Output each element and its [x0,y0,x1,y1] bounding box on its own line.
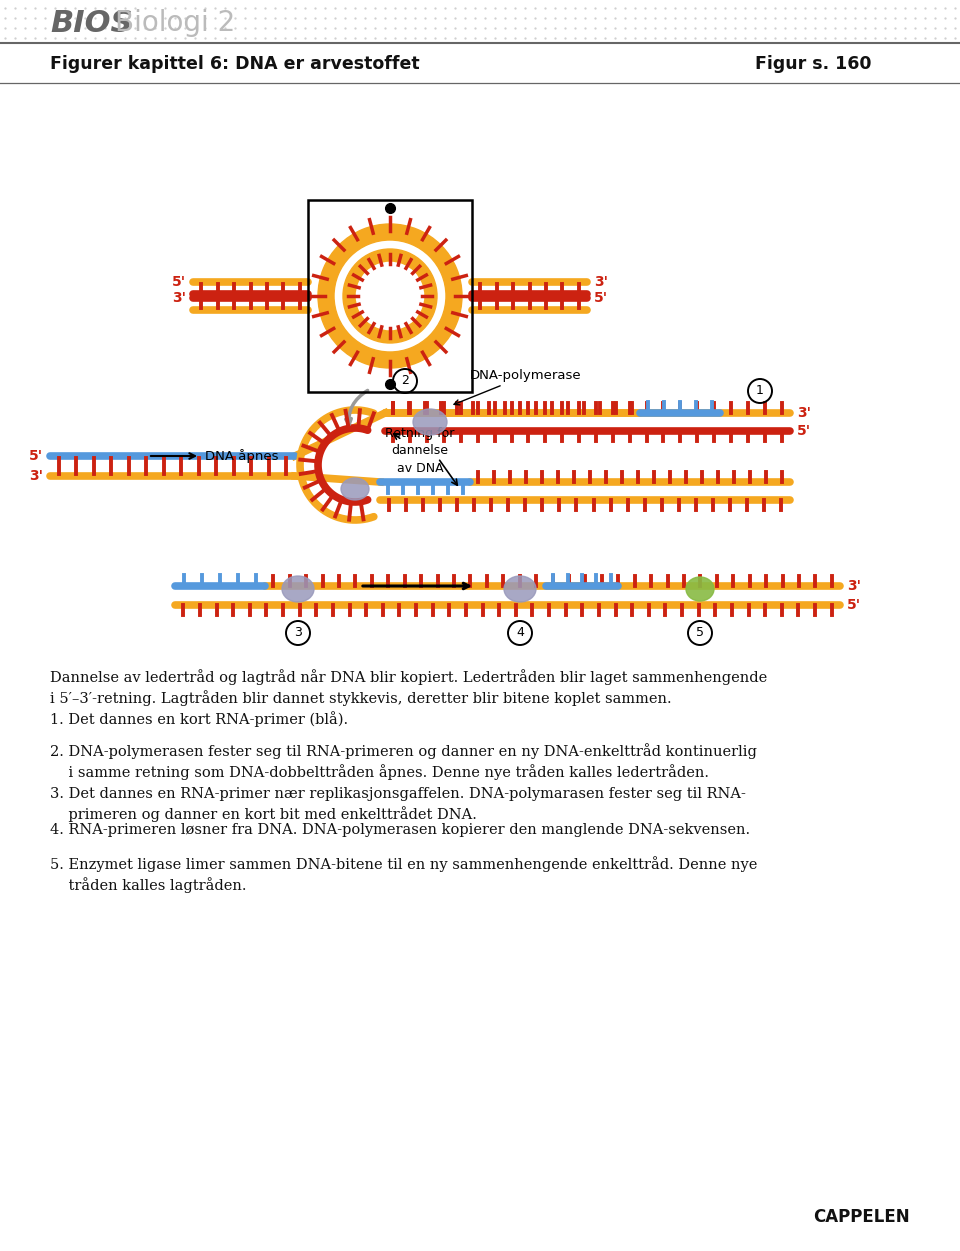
Text: 2: 2 [401,374,409,388]
Text: 3: 3 [294,627,302,639]
Ellipse shape [686,577,714,600]
Text: 2. DNA-polymerasen fester seg til RNA-primeren og danner en ny DNA-enkelttråd ko: 2. DNA-polymerasen fester seg til RNA-pr… [50,743,756,779]
Ellipse shape [504,575,536,602]
Text: 1: 1 [756,384,764,398]
Text: CAPPELEN: CAPPELEN [813,1208,910,1226]
Text: Dannelse av ledertråd og lagtråd når DNA blir kopiert. Ledertråden blir laget sa: Dannelse av ledertråd og lagtråd når DNA… [50,669,767,706]
Text: DNA åpnes: DNA åpnes [205,449,278,463]
Text: 4. RNA-primeren løsner fra DNA. DNA-polymerasen kopierer den manglende DNA-sekve: 4. RNA-primeren løsner fra DNA. DNA-poly… [50,823,750,837]
Ellipse shape [341,478,369,500]
Text: 3': 3' [172,291,186,305]
Text: 5': 5' [172,275,186,289]
Text: 3': 3' [847,579,861,593]
Text: 5': 5' [847,598,861,612]
Text: 3': 3' [594,275,608,289]
Ellipse shape [413,409,447,435]
Text: BIOS: BIOS [50,9,132,38]
Text: 5: 5 [696,627,704,639]
Text: Biologi 2: Biologi 2 [115,9,235,38]
Ellipse shape [282,575,314,602]
Text: Figur s. 160: Figur s. 160 [755,55,872,73]
Text: Retning for
dannelse
av DNA: Retning for dannelse av DNA [385,428,455,474]
Text: 3. Det dannes en RNA-primer nær replikasjonsgaffelen. DNA-polymarasen fester seg: 3. Det dannes en RNA-primer nær replikas… [50,787,746,822]
Text: DNA-polymerase: DNA-polymerase [454,369,582,405]
Text: 5. Enzymet ligase limer sammen DNA-bitene til en ny sammenhengende enkelttråd. D: 5. Enzymet ligase limer sammen DNA-biten… [50,856,757,893]
Text: 3': 3' [29,469,43,483]
Text: 5': 5' [594,291,608,305]
Text: Figurer kapittel 6: DNA er arvestoffet: Figurer kapittel 6: DNA er arvestoffet [50,55,420,73]
Text: 4: 4 [516,627,524,639]
Text: 1. Det dannes en kort RNA-primer (blå).: 1. Det dannes en kort RNA-primer (blå). [50,711,348,727]
Text: 5': 5' [797,424,811,438]
Text: 3': 3' [797,407,811,420]
Text: 5': 5' [29,449,43,463]
